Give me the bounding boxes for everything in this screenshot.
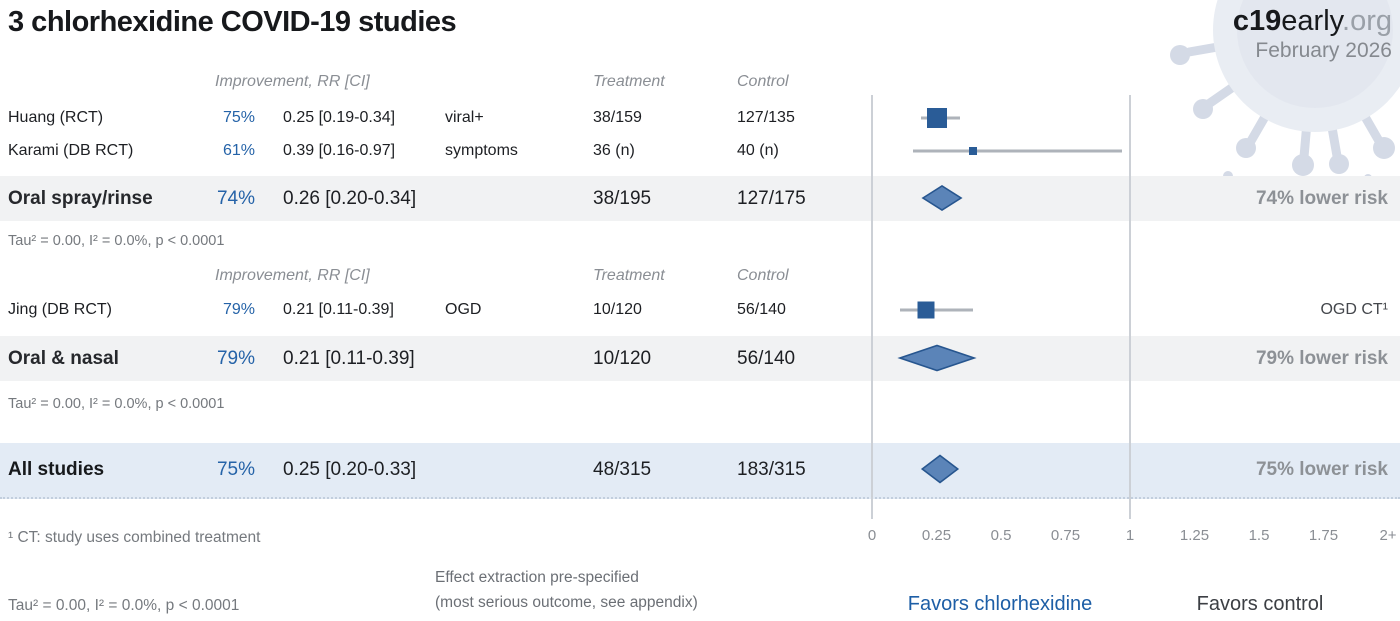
- summary-diamond: [921, 185, 963, 211]
- control-events: 56/140: [737, 347, 796, 369]
- x-tick: 1.25: [1179, 527, 1210, 544]
- x-tick: 1: [1125, 527, 1135, 544]
- favors-control-label: Favors control: [1196, 593, 1324, 615]
- control-events: 40 (n): [737, 142, 779, 159]
- outcome-tag: OGD: [445, 301, 482, 318]
- improvement-pct: 75%: [216, 459, 255, 480]
- x-tick: 0.5: [990, 527, 1012, 544]
- treatment-events: 10/120: [593, 301, 642, 318]
- col-treatment: Treatment: [593, 267, 665, 284]
- point-estimate-square: [917, 301, 935, 319]
- summary-diamond: [921, 454, 960, 484]
- summary-name: Oral spray/rinse: [8, 187, 153, 209]
- figure-date: February 2026: [1255, 39, 1392, 62]
- summary-band-oral-nasal: [0, 336, 1400, 381]
- study-name[interactable]: Jing (DB RCT): [8, 301, 113, 318]
- summary-row-all-studies: All studies 75% 0.25 [0.20-0.33] 48/315 …: [0, 443, 1400, 497]
- x-axis: 0 0.25 0.5 0.75 1 1.25 1.5 1.75 2+: [0, 527, 1400, 549]
- col-control: Control: [737, 73, 789, 90]
- control-events: 183/315: [737, 459, 806, 480]
- summary-diamond: [896, 344, 977, 372]
- summary-band-oral-spray: [0, 176, 1400, 221]
- improvement-pct: 75%: [222, 109, 255, 126]
- risk-label: 74% lower risk: [1255, 187, 1388, 209]
- control-events: 127/175: [737, 187, 806, 209]
- x-tick: 1.5: [1248, 527, 1270, 544]
- rr-ci: 0.39 [0.16-0.97]: [283, 142, 396, 159]
- study-name[interactable]: Huang (RCT): [8, 109, 104, 126]
- ci-line: [900, 308, 973, 312]
- col-control: Control: [737, 267, 789, 284]
- point-estimate-square: [968, 147, 977, 155]
- col-improvement: Improvement, RR [CI]: [215, 267, 370, 284]
- rr-ci: 0.26 [0.20-0.34]: [283, 187, 417, 209]
- improvement-pct: 74%: [216, 187, 255, 209]
- logo-org: .org: [1342, 5, 1392, 37]
- improvement-pct: 79%: [222, 301, 255, 318]
- study-row-karami: Karami (DB RCT) 61% 0.39 [0.16-0.97] sym…: [0, 138, 1400, 164]
- heterogeneity-stats: Tau² = 0.00, I² = 0.0%, p < 0.0001: [8, 233, 225, 249]
- study-name[interactable]: Karami (DB RCT): [8, 142, 134, 159]
- col-improvement: Improvement, RR [CI]: [215, 73, 370, 90]
- logo-c19: c19: [1232, 5, 1282, 37]
- col-treatment: Treatment: [593, 73, 665, 90]
- improvement-pct: 61%: [222, 142, 255, 159]
- effect-extraction-line2: (most serious outcome, see appendix): [435, 594, 698, 611]
- rr-ci: 0.21 [0.11-0.39]: [283, 347, 415, 369]
- improvement-pct: 79%: [216, 347, 255, 369]
- summary-name: Oral & nasal: [8, 347, 119, 369]
- control-events: 56/140: [737, 301, 786, 318]
- x-tick: 0.75: [1050, 527, 1081, 544]
- summary-row-oral-spray: Oral spray/rinse 74% 0.26 [0.20-0.34] 38…: [0, 176, 1400, 221]
- risk-label: 75% lower risk: [1255, 459, 1388, 480]
- pooled-heterogeneity-stats: Tau² = 0.00, I² = 0.0%, p < 0.0001: [8, 597, 240, 614]
- column-header-row: Improvement, RR [CI] Treatment Control: [0, 70, 1400, 94]
- column-header-row-2: Improvement, RR [CI] Treatment Control: [0, 264, 1400, 288]
- ci-line: [913, 149, 1123, 153]
- heterogeneity-stats-row-2: Tau² = 0.00, I² = 0.0%, p < 0.0001: [0, 394, 1400, 414]
- gridline-rr-1: [1129, 95, 1131, 519]
- summary-band-all-studies: [0, 443, 1400, 499]
- outcome-tag: viral+: [445, 109, 484, 126]
- treatment-events: 38/159: [593, 109, 642, 126]
- site-logo[interactable]: c19early.org: [1233, 4, 1392, 38]
- logo-early: early: [1281, 5, 1343, 37]
- heterogeneity-stats: Tau² = 0.00, I² = 0.0%, p < 0.0001: [8, 396, 225, 412]
- footnote-row: ¹ CT: study uses combined treatment: [0, 528, 1400, 548]
- study-row-huang: Huang (RCT) 75% 0.25 [0.19-0.34] viral+ …: [0, 105, 1400, 131]
- footer-stats-row: Tau² = 0.00, I² = 0.0%, p < 0.0001: [0, 595, 1400, 617]
- study-row-jing: Jing (DB RCT) 79% 0.21 [0.11-0.39] OGD 1…: [0, 297, 1400, 323]
- rr-ci: 0.25 [0.20-0.33]: [283, 459, 417, 480]
- risk-label: 79% lower risk: [1255, 347, 1388, 369]
- rr-ci: 0.25 [0.19-0.34]: [283, 109, 396, 126]
- control-events: 127/135: [737, 109, 795, 126]
- favors-treatment-label: Favors chlorhexidine: [907, 593, 1093, 615]
- summary-row-oral-nasal: Oral & nasal 79% 0.21 [0.11-0.39] 10/120…: [0, 336, 1400, 381]
- x-tick: 0: [867, 527, 877, 544]
- summary-name: All studies: [8, 459, 105, 480]
- treatment-events: 10/120: [593, 347, 652, 369]
- x-tick: 1.75: [1308, 527, 1339, 544]
- gridline-rr-0: [871, 95, 873, 519]
- heterogeneity-stats-row-1: Tau² = 0.00, I² = 0.0%, p < 0.0001: [0, 231, 1400, 251]
- x-tick: 2+: [1379, 527, 1397, 544]
- treatment-events: 48/315: [593, 459, 652, 480]
- x-tick: 0.25: [921, 527, 952, 544]
- combined-treatment-note: OGD CT¹: [1320, 301, 1388, 318]
- page-title: 3 chlorhexidine COVID-19 studies: [8, 6, 457, 38]
- effect-extraction-line1: Effect extraction pre-specified: [435, 569, 639, 586]
- footnote-combined-treatment: ¹ CT: study uses combined treatment: [8, 529, 261, 546]
- outcome-tag: symptoms: [445, 142, 518, 159]
- treatment-events: 38/195: [593, 187, 652, 209]
- rr-ci: 0.21 [0.11-0.39]: [283, 301, 394, 318]
- point-estimate-square: [926, 108, 947, 128]
- treatment-events: 36 (n): [593, 142, 635, 159]
